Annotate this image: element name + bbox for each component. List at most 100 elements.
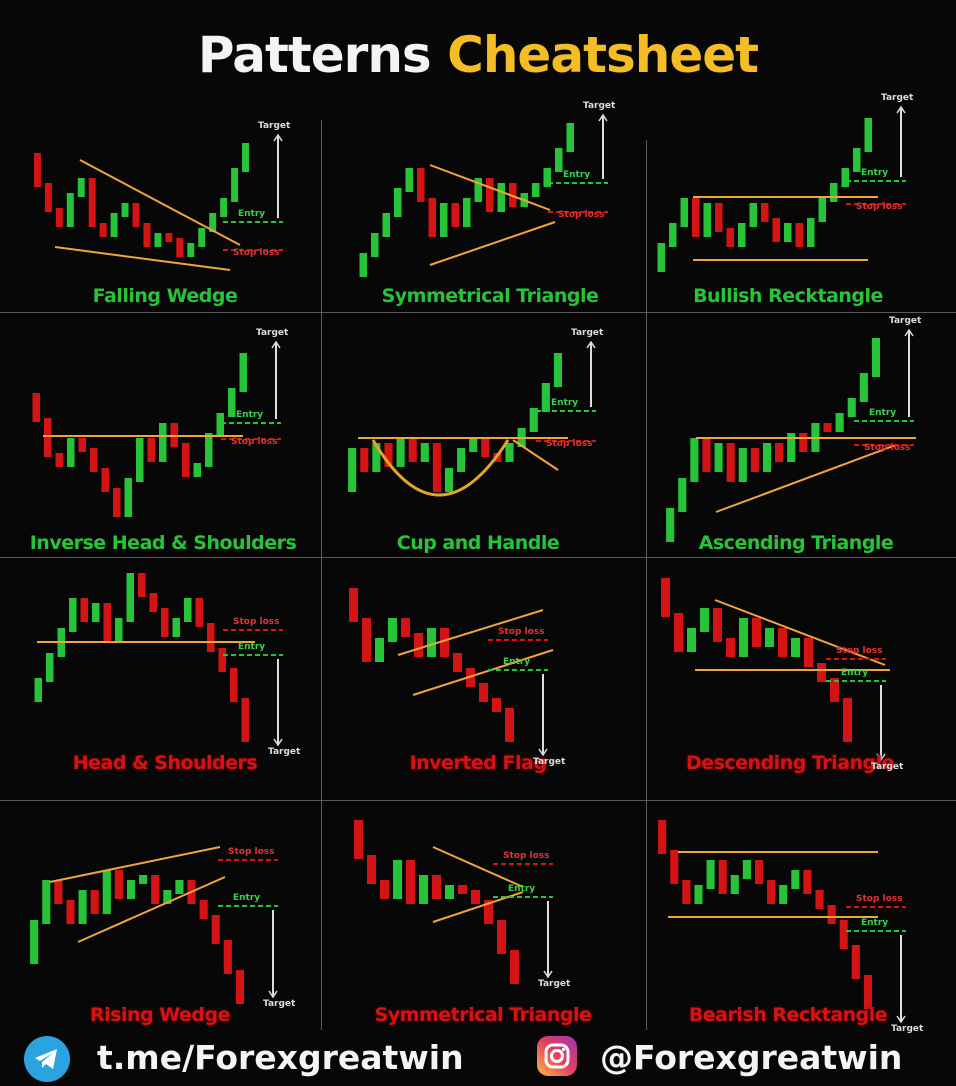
pattern-chart xyxy=(34,573,283,747)
instagram-handle[interactable]: @Forexgreatwin xyxy=(600,1038,903,1077)
target-arrow-head xyxy=(268,990,278,999)
candle xyxy=(348,448,357,492)
candle xyxy=(184,598,192,622)
candle xyxy=(440,203,448,237)
candle xyxy=(778,628,787,657)
telegram-link[interactable]: t.me/Forexgreatwin xyxy=(97,1038,464,1077)
trend-line xyxy=(429,221,556,266)
candle xyxy=(492,698,501,712)
candle xyxy=(205,433,213,467)
candle xyxy=(738,448,747,482)
candle xyxy=(371,233,379,257)
title-part1: Patterns xyxy=(197,26,432,84)
candle xyxy=(765,628,774,647)
stop-tag: Stop loss xyxy=(233,248,280,258)
candle xyxy=(30,920,39,964)
candle xyxy=(803,870,812,894)
pattern-symmetrical-triangle-bear: Symmetrical Triangle Stop loss Entry Targe… xyxy=(323,802,643,1042)
candle xyxy=(658,820,667,854)
candle xyxy=(417,168,425,202)
candle xyxy=(799,433,808,452)
candle xyxy=(445,885,454,899)
entry-tag: Entry xyxy=(861,168,889,178)
candle xyxy=(359,253,367,277)
candle xyxy=(715,203,723,232)
candle xyxy=(218,648,226,672)
candle xyxy=(176,238,184,257)
pattern-label: Falling Wedge xyxy=(92,285,238,307)
target-tag: Target xyxy=(263,999,296,1009)
candle xyxy=(839,920,848,949)
candle xyxy=(406,860,415,904)
candle xyxy=(666,508,675,542)
candle xyxy=(687,628,696,652)
candle xyxy=(726,228,734,247)
entry-tag: Entry xyxy=(551,398,579,408)
candle xyxy=(469,438,478,452)
candle xyxy=(818,198,826,222)
candle xyxy=(807,218,815,247)
candle xyxy=(42,880,51,924)
candle xyxy=(362,618,371,662)
grid-divider xyxy=(646,140,647,1030)
candle xyxy=(44,418,52,457)
target-tag: Target xyxy=(256,328,289,338)
pattern-inverted-flag: Inverted Flag Stop loss Entry Target xyxy=(318,560,638,800)
candle xyxy=(761,203,769,222)
pattern-descending-triangle: Descending Triangle Stop loss Entry Target xyxy=(630,560,950,800)
candle xyxy=(132,203,140,227)
candle xyxy=(54,880,63,904)
candle xyxy=(726,443,735,482)
candle xyxy=(46,653,54,682)
candle xyxy=(126,573,134,622)
candle xyxy=(713,608,722,642)
stop-tag: Stop loss xyxy=(228,847,275,857)
candle xyxy=(804,638,813,667)
candle xyxy=(823,423,832,432)
candle xyxy=(420,443,429,462)
candle xyxy=(678,478,687,512)
trend-line xyxy=(432,846,524,888)
target-tag: Target xyxy=(889,316,922,326)
candle xyxy=(92,603,100,622)
candle xyxy=(553,353,562,387)
target-tag: Target xyxy=(538,979,571,989)
candle xyxy=(859,373,868,402)
trend-line xyxy=(512,439,559,471)
entry-tag: Entry xyxy=(841,668,869,678)
target-arrow-head xyxy=(543,970,553,979)
entry-tag: Entry xyxy=(238,209,266,219)
candle xyxy=(841,168,849,187)
candle xyxy=(661,578,670,617)
candle xyxy=(113,488,121,517)
candle xyxy=(505,708,514,742)
candle xyxy=(408,438,417,462)
target-arrow-head xyxy=(904,328,914,337)
candle xyxy=(657,243,665,272)
candle xyxy=(172,618,180,637)
candle xyxy=(457,448,466,472)
candle xyxy=(444,468,454,492)
candle xyxy=(772,218,780,242)
candle xyxy=(847,398,856,417)
candle xyxy=(154,233,162,247)
candle xyxy=(235,970,244,1004)
candle xyxy=(136,438,144,482)
candle xyxy=(207,623,215,652)
entry-tag: Entry xyxy=(236,410,264,420)
instagram-icon[interactable] xyxy=(537,1036,577,1076)
candle xyxy=(830,678,839,702)
candle xyxy=(817,663,826,682)
candle xyxy=(147,438,155,462)
candle xyxy=(239,353,247,392)
pattern-chart xyxy=(30,846,278,1004)
pattern-chart xyxy=(349,588,554,757)
candle xyxy=(231,168,239,202)
candle xyxy=(706,860,715,889)
candle xyxy=(830,183,838,202)
candle xyxy=(241,698,249,742)
candle xyxy=(126,880,136,899)
candle xyxy=(388,618,397,642)
trend-line xyxy=(715,444,897,513)
telegram-icon[interactable] xyxy=(24,1036,70,1082)
